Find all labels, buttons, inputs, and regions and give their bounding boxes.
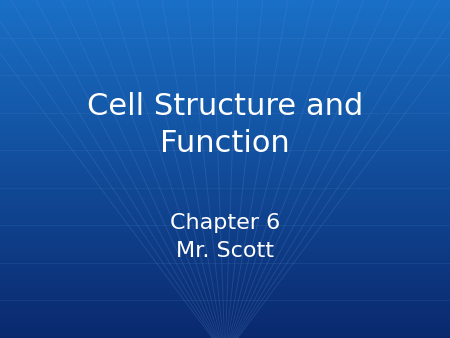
Text: Cell Structure and
Function: Cell Structure and Function xyxy=(87,92,363,158)
Text: Chapter 6
Mr. Scott: Chapter 6 Mr. Scott xyxy=(170,213,280,261)
